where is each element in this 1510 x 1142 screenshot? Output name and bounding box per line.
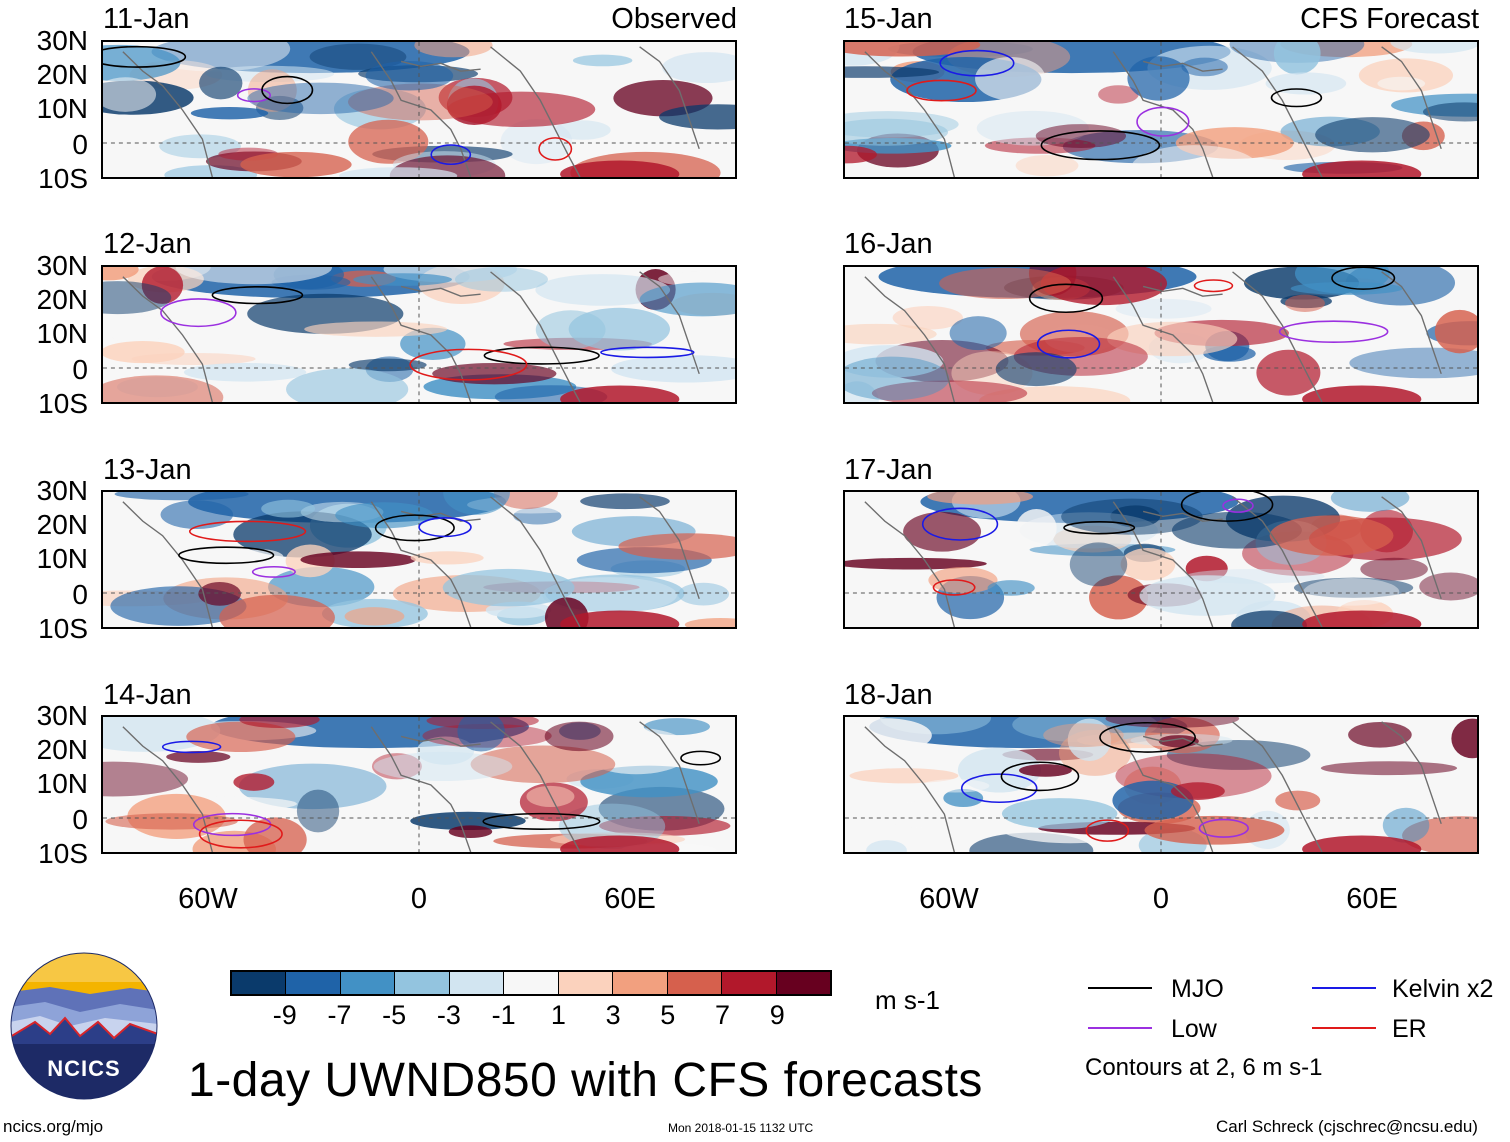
map-panel-17-jan bbox=[843, 490, 1479, 629]
lat-label: 30N bbox=[36, 475, 88, 506]
lon-label-60e-right: 60E bbox=[1346, 883, 1398, 915]
lat-label: 0 bbox=[72, 804, 88, 835]
legend-label-mjo: MJO bbox=[1171, 975, 1224, 1003]
colorbar-swatch bbox=[667, 972, 723, 994]
figure-title: 1-day UWND850 with CFS forecasts bbox=[188, 1054, 983, 1107]
lat-label: 30N bbox=[36, 250, 88, 281]
colorbar-swatch bbox=[395, 972, 450, 994]
lon-label-0-right: 0 bbox=[1152, 883, 1170, 915]
colorbar-swatch bbox=[286, 972, 341, 994]
lon-label-0-left: 0 bbox=[410, 883, 428, 915]
ncics-logo-text: NCICS bbox=[47, 1056, 121, 1081]
lat-label: 10N bbox=[36, 768, 88, 799]
lat-label: 10S bbox=[38, 388, 88, 419]
colorbar-tick-label: 3 bbox=[605, 1000, 621, 1030]
colorbar-tick-label: -9 bbox=[272, 1000, 297, 1030]
date-label-11-jan: 11-Jan bbox=[103, 3, 190, 35]
legend-line-mjo bbox=[1088, 987, 1152, 989]
colorbar-swatch bbox=[558, 972, 614, 994]
lat-label: 20N bbox=[36, 509, 88, 540]
date-label-18-jan: 18-Jan bbox=[844, 679, 933, 711]
lat-label: 20N bbox=[36, 284, 88, 315]
legend-label-low: Low bbox=[1171, 1015, 1217, 1043]
date-label-13-jan: 13-Jan bbox=[103, 454, 192, 486]
date-label-17-jan: 17-Jan bbox=[844, 454, 933, 486]
date-label-15-jan: 15-Jan bbox=[844, 3, 933, 35]
legend-note: Contours at 2, 6 m s-1 bbox=[1085, 1054, 1323, 1081]
legend-line-er bbox=[1312, 1027, 1376, 1029]
legend-line-kelvin bbox=[1312, 987, 1376, 989]
lat-label: 20N bbox=[36, 59, 88, 90]
legend-label-er: ER bbox=[1392, 1015, 1427, 1043]
legend-label-kelvin: Kelvin x2 bbox=[1392, 975, 1494, 1003]
lat-label: 0 bbox=[72, 129, 88, 160]
lat-label: 30N bbox=[36, 700, 88, 731]
lon-label-60e-left: 60E bbox=[604, 883, 656, 915]
colorbar-swatch bbox=[232, 972, 287, 994]
ncics-logo: NCICS bbox=[10, 952, 158, 1100]
footer-timestamp: Mon 2018-01-15 1132 UTC bbox=[668, 1121, 814, 1135]
colorbar-swatch bbox=[776, 972, 830, 994]
map-panel-11-jan bbox=[101, 40, 737, 179]
footer-author: Carl Schreck (cjschrec@ncsu.edu) bbox=[1216, 1117, 1478, 1136]
lat-label: 0 bbox=[72, 354, 88, 385]
colorbar-tick-label: 1 bbox=[550, 1000, 566, 1030]
colorbar-swatch bbox=[613, 972, 668, 994]
date-label-14-jan: 14-Jan bbox=[103, 679, 192, 711]
colorbar-tick-label: -3 bbox=[436, 1000, 461, 1030]
lat-label: 10N bbox=[36, 93, 88, 124]
map-panel-15-jan bbox=[843, 40, 1479, 179]
lat-label: 10S bbox=[38, 613, 88, 644]
date-label-12-jan: 12-Jan bbox=[103, 228, 192, 260]
colorbar-tick-label: 7 bbox=[715, 1000, 731, 1030]
map-panel-16-jan bbox=[843, 265, 1479, 404]
colorbar-units: m s-1 bbox=[875, 985, 940, 1015]
colorbar bbox=[230, 970, 832, 996]
footer-url: ncics.org/mjo bbox=[3, 1117, 104, 1136]
lat-label: 20N bbox=[36, 734, 88, 765]
lat-label: 10S bbox=[38, 838, 88, 869]
colorbar-tick-label: -1 bbox=[491, 1000, 516, 1030]
colorbar-swatch bbox=[449, 972, 505, 994]
colorbar-swatch bbox=[722, 972, 777, 994]
lat-label: 30N bbox=[36, 25, 88, 56]
lat-label: 10S bbox=[38, 163, 88, 194]
colorbar-tick-label: 9 bbox=[769, 1000, 785, 1030]
map-panel-13-jan bbox=[101, 490, 737, 629]
lat-label: 10N bbox=[36, 543, 88, 574]
map-panel-14-jan bbox=[101, 715, 737, 854]
forecast-header: CFS Forecast bbox=[1300, 3, 1479, 35]
lon-label-60w-right: 60W bbox=[919, 883, 979, 915]
colorbar-tick-label: -7 bbox=[327, 1000, 352, 1030]
colorbar-tick-label: -5 bbox=[382, 1000, 407, 1030]
observed-header: Observed bbox=[611, 3, 737, 35]
map-panel-18-jan bbox=[843, 715, 1479, 854]
lat-label: 10N bbox=[36, 318, 88, 349]
colorbar-swatch bbox=[340, 972, 396, 994]
colorbar-swatch bbox=[504, 972, 559, 994]
colorbar-tick-label: 5 bbox=[660, 1000, 676, 1030]
lat-label: 0 bbox=[72, 579, 88, 610]
date-label-16-jan: 16-Jan bbox=[844, 228, 933, 260]
legend-line-low bbox=[1088, 1027, 1152, 1029]
lon-label-60w-left: 60W bbox=[178, 883, 238, 915]
map-panel-12-jan bbox=[101, 265, 737, 404]
